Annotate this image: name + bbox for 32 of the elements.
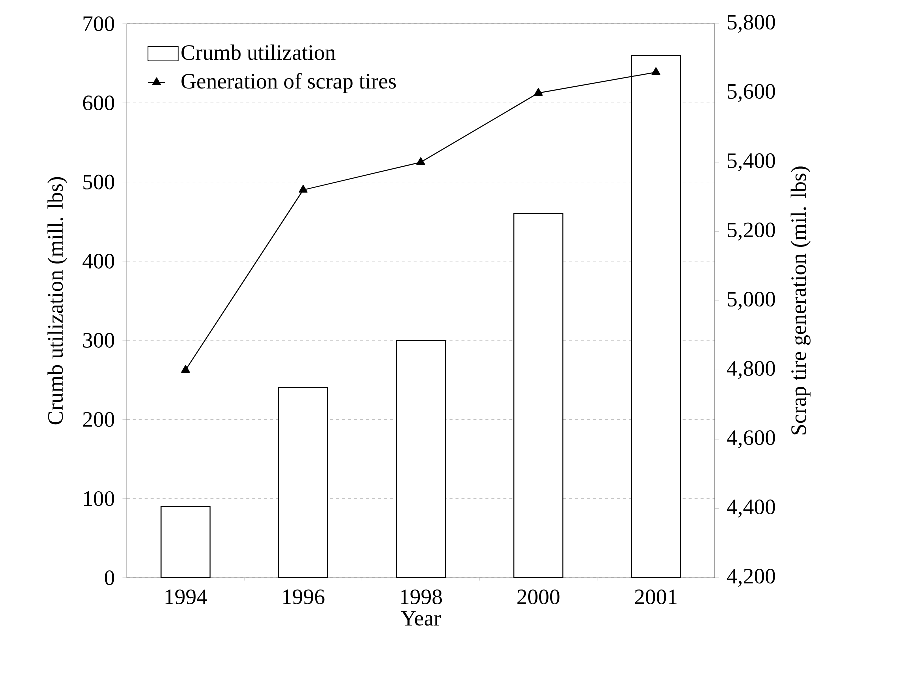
y2-axis-title: Scrap tire generation (mil. lbs) bbox=[790, 166, 811, 435]
x-axis-title: Year bbox=[401, 611, 442, 626]
x-tick-label: 2000 bbox=[518, 590, 560, 605]
y-tick-label: 600 bbox=[83, 96, 114, 111]
y-tick-label: 100 bbox=[84, 491, 114, 506]
legend-label: Crumb utilization bbox=[182, 44, 336, 60]
point bbox=[299, 185, 308, 193]
y2-tick-label: 4,600 bbox=[727, 430, 776, 448]
y2-tick-label: 5,400 bbox=[728, 154, 776, 172]
y2-tick-label: 4,400 bbox=[727, 500, 776, 518]
y-tick-label: 0 bbox=[105, 570, 114, 586]
y2-tick-label: 5,200 bbox=[728, 222, 776, 241]
legend-label: Generation of scrap tires bbox=[182, 73, 396, 94]
y2-tick-label: 4,200 bbox=[727, 569, 776, 587]
y-tick-label: 700 bbox=[84, 16, 114, 32]
y2-tick-label: 4,800 bbox=[727, 361, 776, 380]
y-tick-label: 400 bbox=[82, 254, 114, 269]
point bbox=[652, 67, 661, 76]
point bbox=[534, 88, 544, 96]
y-tick-label: 200 bbox=[83, 412, 114, 428]
y-tick-label: 500 bbox=[84, 174, 114, 190]
y-axis-title: Crumb utilization (mill. lbs) bbox=[48, 177, 68, 425]
x-tick-label: 2001 bbox=[635, 590, 677, 605]
y2-tick-label: 5,000 bbox=[728, 292, 776, 310]
point bbox=[416, 157, 426, 166]
y2-tick-label: 5,600 bbox=[728, 84, 776, 102]
point bbox=[181, 365, 190, 373]
x-tick-label: 1996 bbox=[283, 590, 325, 604]
y-tick-label: 300 bbox=[83, 333, 114, 348]
x-tick-label: 1998 bbox=[401, 590, 442, 605]
y2-tick-label: 5,800 bbox=[728, 15, 776, 33]
x-tick-label: 1994 bbox=[166, 590, 208, 604]
